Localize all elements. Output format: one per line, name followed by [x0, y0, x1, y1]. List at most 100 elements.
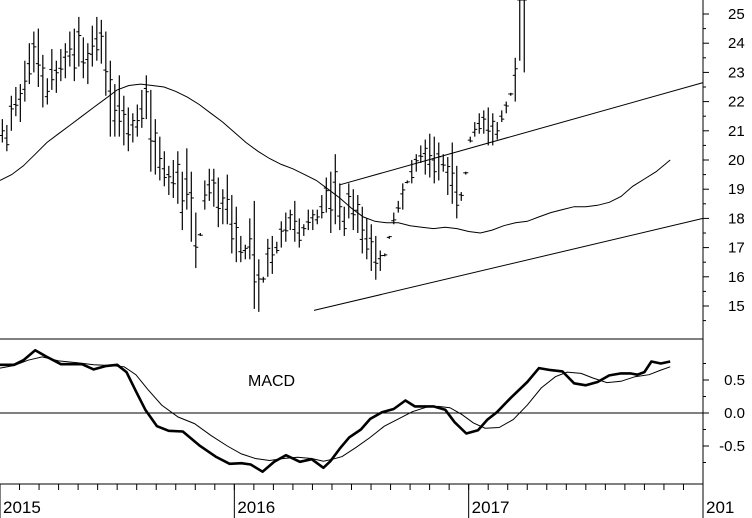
macd-tick-label: 0.0	[724, 405, 745, 422]
price-bar	[265, 238, 271, 277]
lower-trend-line	[313, 217, 704, 311]
price-tick-label: 22	[728, 94, 745, 111]
price-bar	[49, 49, 55, 90]
price-bar	[44, 78, 50, 105]
price-bar	[62, 43, 68, 79]
price-bar	[395, 200, 401, 213]
price-bar	[337, 183, 343, 231]
year-axis: 2015 2016 2017 201	[0, 484, 734, 518]
price-bar	[310, 209, 316, 231]
price-bar	[157, 136, 163, 181]
price-bar	[166, 165, 172, 196]
price-bar	[305, 209, 311, 231]
price-bar	[26, 43, 32, 85]
price-bar	[125, 107, 131, 152]
price-bar	[229, 195, 235, 254]
price-bar	[76, 16, 82, 67]
price-bar	[238, 235, 244, 263]
price-bar	[521, 0, 527, 73]
price-bar	[328, 171, 334, 233]
price-bar	[278, 221, 284, 248]
price-panel: 15 16 17 18 19 20 21 22 23 24 25	[0, 0, 745, 322]
macd-signal-line	[0, 356, 671, 462]
price-bar	[170, 160, 176, 198]
price-bar	[134, 104, 140, 137]
price-axis: 15 16 17 18 19 20 21 22 23 24 25	[703, 6, 745, 322]
price-bar	[0, 119, 5, 143]
price-bar	[71, 28, 77, 82]
price-bar	[22, 60, 28, 102]
price-tick-label: 20	[728, 152, 745, 169]
price-bar	[283, 212, 289, 242]
price-bar	[103, 31, 109, 96]
price-bar	[274, 241, 280, 254]
price-bar	[431, 136, 437, 184]
price-tick-label: 16	[728, 269, 745, 286]
price-tick-label: 24	[728, 35, 745, 52]
price-bar	[8, 95, 14, 131]
price-bar	[107, 60, 113, 137]
price-bar	[386, 235, 392, 239]
price-bar	[409, 160, 415, 184]
price-bar	[364, 218, 370, 260]
price-bar	[152, 119, 158, 175]
macd-label: MACD	[248, 373, 295, 390]
price-bar	[161, 151, 167, 187]
price-bar	[13, 87, 19, 117]
price-bar	[58, 49, 64, 82]
price-bar	[269, 235, 275, 274]
price-bar	[53, 60, 59, 93]
year-label: 2017	[472, 498, 510, 517]
price-bar	[296, 218, 302, 248]
macd-tick-label: -0.5	[719, 438, 745, 455]
price-bar	[346, 183, 352, 219]
price-bar	[422, 139, 428, 175]
price-bar	[301, 224, 307, 236]
price-bar	[400, 183, 406, 210]
price-tick-label: 25	[728, 6, 745, 23]
price-bar	[355, 195, 361, 233]
price-bar	[508, 92, 514, 96]
price-bar	[215, 177, 221, 228]
price-bar	[454, 165, 460, 219]
price-bar	[35, 28, 41, 87]
price-bar	[139, 89, 145, 128]
price-bars	[0, 0, 527, 312]
price-bar	[485, 107, 491, 146]
price-bar	[391, 212, 397, 225]
price-bar	[341, 206, 347, 236]
price-bar	[503, 101, 509, 114]
price-bar	[193, 212, 199, 269]
price-bar	[467, 136, 473, 143]
price-bar	[197, 233, 203, 236]
price-bar	[40, 54, 46, 108]
price-bar	[517, 0, 523, 61]
price-bar	[445, 157, 451, 196]
price-bar	[323, 177, 329, 213]
price-bar	[202, 180, 208, 210]
price-bar	[67, 31, 73, 67]
price-bar	[4, 124, 10, 152]
price-bar	[260, 276, 266, 283]
price-bar	[179, 171, 185, 231]
price-bar	[85, 43, 91, 85]
price-bar	[377, 250, 383, 271]
price-bar	[404, 180, 410, 184]
price-bar	[490, 113, 496, 146]
price-bar	[418, 145, 424, 163]
price-bar	[121, 95, 127, 146]
price-bar	[130, 113, 136, 143]
price-bar	[148, 89, 154, 172]
price-bar	[287, 209, 293, 231]
price-bar	[373, 235, 379, 280]
price-bar	[368, 224, 374, 271]
price-bar	[332, 154, 338, 225]
price-bar	[89, 25, 95, 67]
price-bar	[211, 168, 217, 207]
price-bar	[449, 142, 455, 204]
year-label: 2015	[3, 498, 41, 517]
price-tick-label: 17	[728, 240, 745, 257]
macd-line	[0, 349, 671, 473]
macd-tick-label: 0.5	[724, 372, 745, 389]
price-bar	[382, 253, 388, 257]
